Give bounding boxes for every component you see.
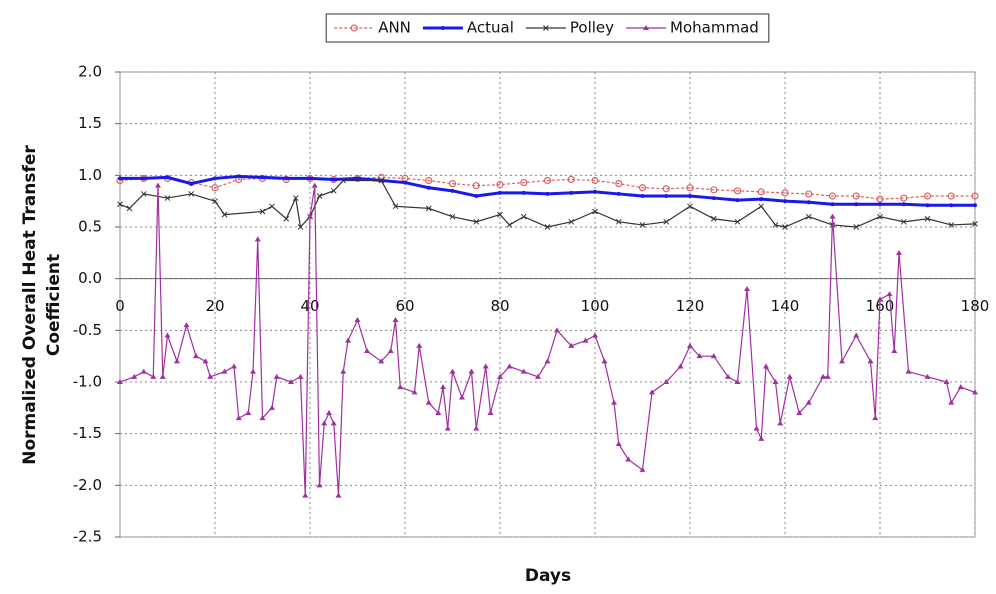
y-tick-label: 2.0: [78, 63, 102, 81]
marker: [213, 176, 217, 180]
marker: [783, 199, 787, 203]
y-tick-label: 0.0: [78, 269, 102, 287]
page: Days Normalized Overall Heat Transfer Co…: [0, 0, 996, 594]
y-axis-title-line: Coefficient: [44, 254, 64, 356]
marker: [474, 194, 478, 198]
marker: [118, 176, 122, 180]
marker: [831, 202, 835, 206]
marker: [641, 194, 645, 198]
marker: [237, 174, 241, 178]
y-axis-title-line: Normalized Overall Heat Transfer: [20, 145, 40, 465]
legend-label: Polley: [570, 19, 614, 37]
marker: [441, 26, 445, 30]
marker: [189, 182, 193, 186]
y-tick-label: 0.5: [78, 218, 102, 236]
marker: [807, 200, 811, 204]
marker: [736, 198, 740, 202]
marker: [688, 194, 692, 198]
y-tick-label: -2.0: [73, 476, 102, 494]
background: [0, 0, 996, 590]
marker: [617, 192, 621, 196]
marker: [166, 175, 170, 179]
marker: [332, 177, 336, 181]
marker: [308, 176, 312, 180]
y-tick-label: -0.5: [73, 321, 102, 339]
y-tick-label: 1.5: [78, 114, 102, 132]
marker: [427, 186, 431, 190]
marker: [498, 191, 502, 195]
legend-label: ANN: [378, 19, 411, 37]
y-tick-label: 1.0: [78, 166, 102, 184]
marker: [902, 202, 906, 206]
marker: [759, 197, 763, 201]
legend-label: Actual: [467, 19, 514, 37]
y-tick-label: -1.5: [73, 424, 102, 442]
y-tick-label: -2.5: [73, 528, 102, 546]
marker: [522, 191, 526, 195]
y-tick-label: -1.0: [73, 373, 102, 391]
marker: [451, 189, 455, 193]
marker: [926, 203, 930, 207]
marker: [142, 176, 146, 180]
marker: [356, 176, 360, 180]
chart: Days Normalized Overall Heat Transfer Co…: [0, 0, 996, 590]
legend: ANN Actual Polley Mohammad: [326, 14, 769, 42]
marker: [712, 196, 716, 200]
marker: [546, 192, 550, 196]
marker: [284, 176, 288, 180]
marker: [973, 203, 977, 207]
legend-label: Mohammad: [670, 19, 759, 37]
marker: [854, 202, 858, 206]
marker: [593, 190, 597, 194]
marker: [569, 191, 573, 195]
marker: [403, 181, 407, 185]
marker: [949, 203, 953, 207]
marker: [878, 202, 882, 206]
marker: [261, 175, 265, 179]
marker: [664, 194, 668, 198]
x-axis-title: Days: [525, 566, 571, 586]
